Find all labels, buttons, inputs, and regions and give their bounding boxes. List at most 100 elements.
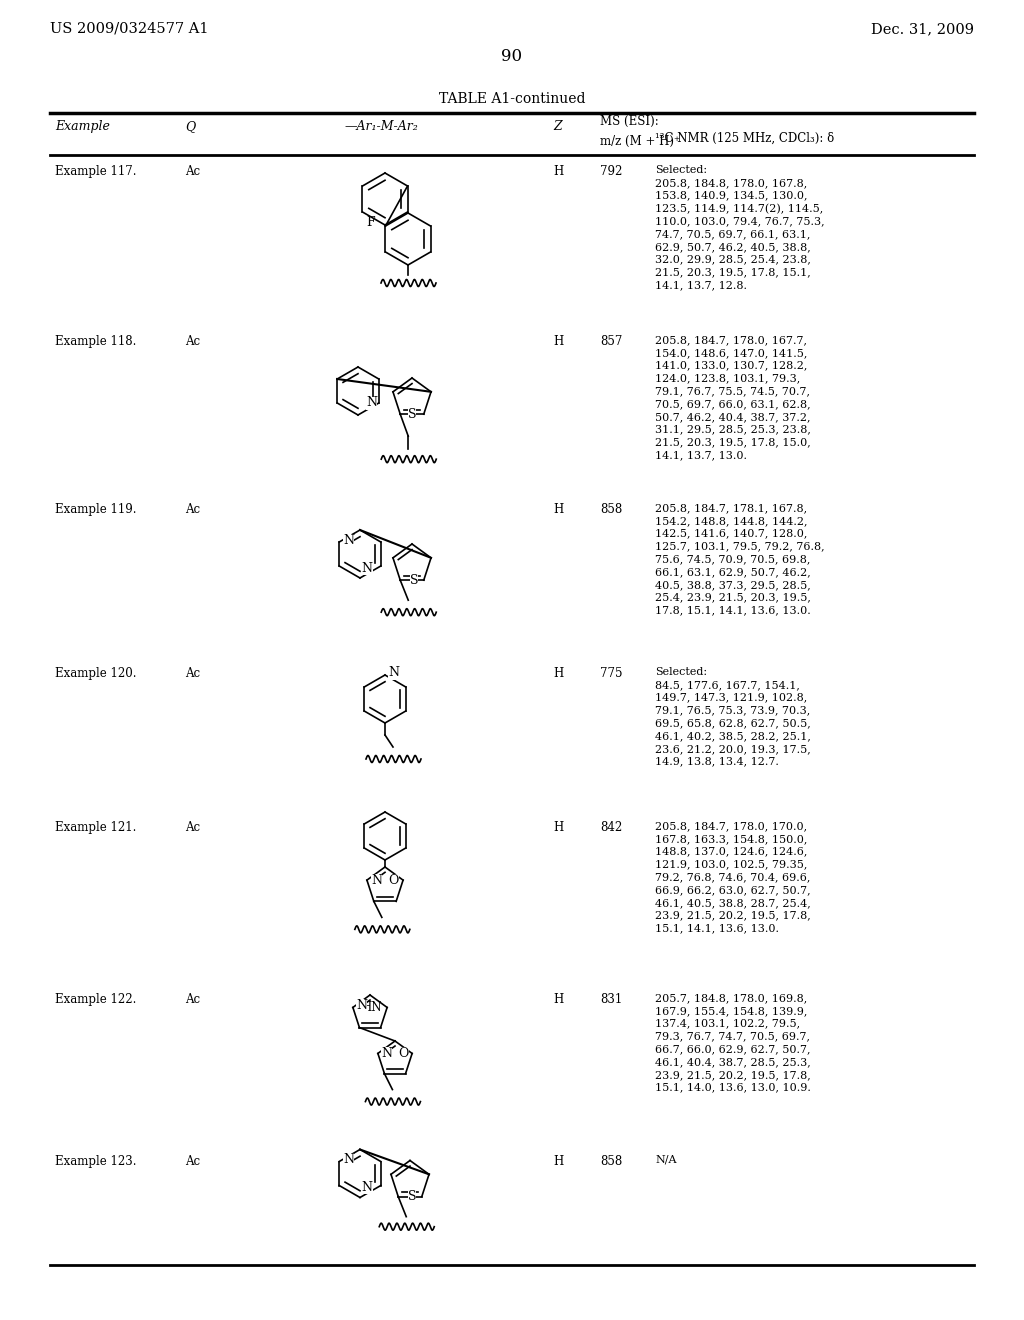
Text: 154.2, 148.8, 144.8, 144.2,: 154.2, 148.8, 144.8, 144.2, bbox=[655, 516, 808, 525]
Text: 31.1, 29.5, 28.5, 25.3, 23.8,: 31.1, 29.5, 28.5, 25.3, 23.8, bbox=[655, 425, 811, 434]
Text: Example: Example bbox=[55, 120, 110, 133]
Text: 123.5, 114.9, 114.7(2), 114.5,: 123.5, 114.9, 114.7(2), 114.5, bbox=[655, 203, 823, 214]
Text: 79.1, 76.7, 75.5, 74.5, 70.7,: 79.1, 76.7, 75.5, 74.5, 70.7, bbox=[655, 387, 810, 396]
Text: Example 117.: Example 117. bbox=[55, 165, 136, 178]
Text: 205.8, 184.8, 178.0, 167.8,: 205.8, 184.8, 178.0, 167.8, bbox=[655, 178, 807, 187]
Text: H: H bbox=[553, 667, 563, 680]
Text: H: H bbox=[553, 993, 563, 1006]
Text: Ac: Ac bbox=[185, 1155, 200, 1168]
Text: 831: 831 bbox=[600, 993, 623, 1006]
Text: 125.7, 103.1, 79.5, 79.2, 76.8,: 125.7, 103.1, 79.5, 79.2, 76.8, bbox=[655, 541, 824, 552]
Text: H: H bbox=[553, 335, 563, 348]
Text: Example 123.: Example 123. bbox=[55, 1155, 136, 1168]
Text: 153.8, 140.9, 134.5, 130.0,: 153.8, 140.9, 134.5, 130.0, bbox=[655, 190, 808, 201]
Text: 32.0, 29.9, 28.5, 25.4, 23.8,: 32.0, 29.9, 28.5, 25.4, 23.8, bbox=[655, 255, 811, 264]
Text: 205.8, 184.7, 178.0, 170.0,: 205.8, 184.7, 178.0, 170.0, bbox=[655, 821, 807, 832]
Text: Selected:: Selected: bbox=[655, 667, 708, 677]
Text: Q: Q bbox=[185, 120, 196, 133]
Text: Ac: Ac bbox=[185, 503, 200, 516]
Text: Dec. 31, 2009: Dec. 31, 2009 bbox=[871, 22, 974, 36]
Text: 21.5, 20.3, 19.5, 17.8, 15.0,: 21.5, 20.3, 19.5, 17.8, 15.0, bbox=[655, 437, 811, 447]
Text: Ac: Ac bbox=[185, 667, 200, 680]
Text: 90: 90 bbox=[502, 48, 522, 65]
Text: S: S bbox=[410, 574, 418, 587]
Text: 205.7, 184.8, 178.0, 169.8,: 205.7, 184.8, 178.0, 169.8, bbox=[655, 993, 807, 1003]
Text: H: H bbox=[553, 503, 563, 516]
Text: Example 122.: Example 122. bbox=[55, 993, 136, 1006]
Text: 205.8, 184.7, 178.1, 167.8,: 205.8, 184.7, 178.1, 167.8, bbox=[655, 503, 807, 513]
Text: 23.6, 21.2, 20.0, 19.3, 17.5,: 23.6, 21.2, 20.0, 19.3, 17.5, bbox=[655, 743, 811, 754]
Text: N: N bbox=[361, 561, 373, 574]
Text: 110.0, 103.0, 79.4, 76.7, 75.3,: 110.0, 103.0, 79.4, 76.7, 75.3, bbox=[655, 216, 824, 226]
Text: 79.2, 76.8, 74.6, 70.4, 69.6,: 79.2, 76.8, 74.6, 70.4, 69.6, bbox=[655, 873, 810, 882]
Text: S: S bbox=[408, 408, 416, 421]
Text: Ac: Ac bbox=[185, 821, 200, 834]
Text: 167.8, 163.3, 154.8, 150.0,: 167.8, 163.3, 154.8, 150.0, bbox=[655, 834, 807, 843]
Text: —Ar₁-M-Ar₂: —Ar₁-M-Ar₂ bbox=[345, 120, 419, 133]
Text: N: N bbox=[388, 667, 399, 680]
Text: N: N bbox=[343, 1152, 354, 1166]
Text: Ac: Ac bbox=[185, 993, 200, 1006]
Text: Example 119.: Example 119. bbox=[55, 503, 136, 516]
Text: 84.5, 177.6, 167.7, 154.1,: 84.5, 177.6, 167.7, 154.1, bbox=[655, 680, 800, 690]
Text: 21.5, 20.3, 19.5, 17.8, 15.1,: 21.5, 20.3, 19.5, 17.8, 15.1, bbox=[655, 268, 811, 277]
Text: 14.1, 13.7, 13.0.: 14.1, 13.7, 13.0. bbox=[655, 450, 746, 461]
Text: Ac: Ac bbox=[185, 165, 200, 178]
Text: N/A: N/A bbox=[655, 1155, 677, 1166]
Text: 124.0, 123.8, 103.1, 79.3,: 124.0, 123.8, 103.1, 79.3, bbox=[655, 374, 800, 383]
Text: Ac: Ac bbox=[185, 335, 200, 348]
Text: 15.1, 14.0, 13.6, 13.0, 10.9.: 15.1, 14.0, 13.6, 13.0, 10.9. bbox=[655, 1082, 811, 1093]
Text: S: S bbox=[408, 1191, 416, 1204]
Text: 75.6, 74.5, 70.9, 70.5, 69.8,: 75.6, 74.5, 70.9, 70.5, 69.8, bbox=[655, 554, 810, 564]
Text: 857: 857 bbox=[600, 335, 623, 348]
Text: 775: 775 bbox=[600, 667, 623, 680]
Text: H: H bbox=[553, 821, 563, 834]
Text: Example 120.: Example 120. bbox=[55, 667, 136, 680]
Text: 858: 858 bbox=[600, 1155, 623, 1168]
Text: 74.7, 70.5, 69.7, 66.1, 63.1,: 74.7, 70.5, 69.7, 66.1, 63.1, bbox=[655, 228, 810, 239]
Text: 141.0, 133.0, 130.7, 128.2,: 141.0, 133.0, 130.7, 128.2, bbox=[655, 360, 807, 371]
Text: 137.4, 103.1, 102.2, 79.5,: 137.4, 103.1, 102.2, 79.5, bbox=[655, 1019, 800, 1028]
Text: 148.8, 137.0, 124.6, 124.6,: 148.8, 137.0, 124.6, 124.6, bbox=[655, 846, 807, 857]
Text: 46.1, 40.5, 38.8, 28.7, 25.4,: 46.1, 40.5, 38.8, 28.7, 25.4, bbox=[655, 898, 811, 908]
Text: 14.1, 13.7, 12.8.: 14.1, 13.7, 12.8. bbox=[655, 280, 746, 290]
Text: 15.1, 14.1, 13.6, 13.0.: 15.1, 14.1, 13.6, 13.0. bbox=[655, 924, 779, 933]
Text: N: N bbox=[381, 1047, 392, 1060]
Text: 46.1, 40.4, 38.7, 28.5, 25.3,: 46.1, 40.4, 38.7, 28.5, 25.3, bbox=[655, 1057, 811, 1067]
Text: 142.5, 141.6, 140.7, 128.0,: 142.5, 141.6, 140.7, 128.0, bbox=[655, 528, 807, 539]
Text: Z: Z bbox=[553, 120, 561, 133]
Text: 17.8, 15.1, 14.1, 13.6, 13.0.: 17.8, 15.1, 14.1, 13.6, 13.0. bbox=[655, 606, 811, 615]
Text: 23.9, 21.5, 20.2, 19.5, 17.8,: 23.9, 21.5, 20.2, 19.5, 17.8, bbox=[655, 1069, 811, 1080]
Text: US 2009/0324577 A1: US 2009/0324577 A1 bbox=[50, 22, 209, 36]
Text: 842: 842 bbox=[600, 821, 623, 834]
Text: ¹³C NMR (125 MHz, CDCl₃): δ: ¹³C NMR (125 MHz, CDCl₃): δ bbox=[655, 132, 835, 145]
Text: N: N bbox=[367, 396, 377, 409]
Text: 50.7, 46.2, 40.4, 38.7, 37.2,: 50.7, 46.2, 40.4, 38.7, 37.2, bbox=[655, 412, 811, 422]
Text: HN: HN bbox=[361, 1001, 382, 1014]
Text: O: O bbox=[389, 874, 399, 887]
Text: 79.1, 76.5, 75.3, 73.9, 70.3,: 79.1, 76.5, 75.3, 73.9, 70.3, bbox=[655, 705, 810, 715]
Text: F: F bbox=[367, 216, 375, 230]
Text: 792: 792 bbox=[600, 165, 623, 178]
Text: 46.1, 40.2, 38.5, 28.2, 25.1,: 46.1, 40.2, 38.5, 28.2, 25.1, bbox=[655, 731, 811, 741]
Text: N: N bbox=[361, 1181, 373, 1195]
Text: 23.9, 21.5, 20.2, 19.5, 17.8,: 23.9, 21.5, 20.2, 19.5, 17.8, bbox=[655, 911, 811, 920]
Text: N: N bbox=[356, 999, 367, 1012]
Text: TABLE A1-continued: TABLE A1-continued bbox=[438, 92, 586, 106]
Text: 40.5, 38.8, 37.3, 29.5, 28.5,: 40.5, 38.8, 37.3, 29.5, 28.5, bbox=[655, 579, 811, 590]
Text: N: N bbox=[371, 874, 382, 887]
Text: MS (ESI):: MS (ESI): bbox=[600, 115, 658, 128]
Text: Example 118.: Example 118. bbox=[55, 335, 136, 348]
Text: 858: 858 bbox=[600, 503, 623, 516]
Text: 205.8, 184.7, 178.0, 167.7,: 205.8, 184.7, 178.0, 167.7, bbox=[655, 335, 807, 345]
Text: H: H bbox=[553, 165, 563, 178]
Text: 167.9, 155.4, 154.8, 139.9,: 167.9, 155.4, 154.8, 139.9, bbox=[655, 1006, 807, 1016]
Text: O: O bbox=[398, 1047, 410, 1060]
Text: Selected:: Selected: bbox=[655, 165, 708, 176]
Text: 62.9, 50.7, 46.2, 40.5, 38.8,: 62.9, 50.7, 46.2, 40.5, 38.8, bbox=[655, 242, 811, 252]
Text: Example 121.: Example 121. bbox=[55, 821, 136, 834]
Text: 149.7, 147.3, 121.9, 102.8,: 149.7, 147.3, 121.9, 102.8, bbox=[655, 693, 807, 702]
Text: 154.0, 148.6, 147.0, 141.5,: 154.0, 148.6, 147.0, 141.5, bbox=[655, 347, 807, 358]
Text: N: N bbox=[343, 533, 354, 546]
Text: 66.1, 63.1, 62.9, 50.7, 46.2,: 66.1, 63.1, 62.9, 50.7, 46.2, bbox=[655, 568, 811, 577]
